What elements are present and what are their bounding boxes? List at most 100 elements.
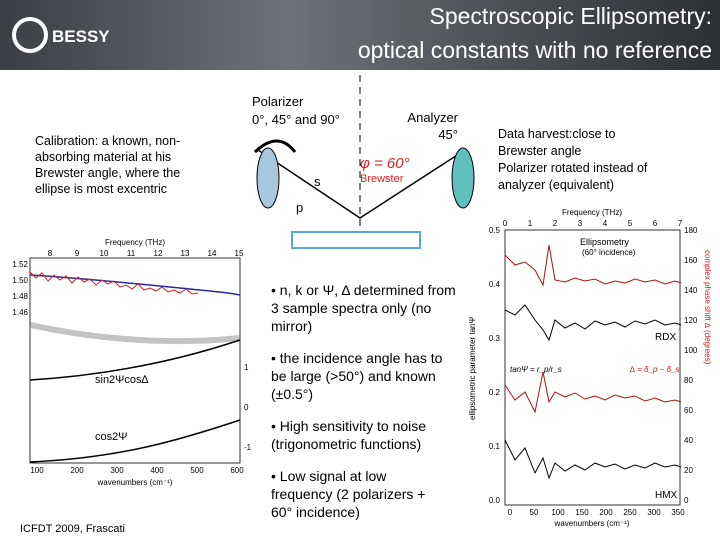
tick-label: 0 <box>503 219 508 228</box>
rotation-arrow <box>253 139 297 154</box>
sample-label: RDX <box>655 332 676 343</box>
curve <box>504 244 682 287</box>
tick-label: 80 <box>684 376 693 385</box>
tick-label: 2 <box>553 219 558 228</box>
logo-icon <box>12 17 48 53</box>
tick-label: 600 <box>230 466 244 475</box>
tick-label: 60 <box>684 406 693 415</box>
formula: ∆ = δ_p − δ_s <box>630 365 679 374</box>
bullet-line: • High sensitivity to noise <box>271 418 426 434</box>
paragraph-line: Brewster angle, where the <box>35 166 180 180</box>
curve-label: sin2Ψcos∆ <box>95 374 148 386</box>
tick-label: 14 <box>208 249 217 258</box>
bullet-line: • Low signal at low <box>271 468 387 484</box>
formula: tanΨ = r_p/r_s <box>510 365 562 374</box>
header-band <box>0 0 720 70</box>
axis-title: ellipsometric parameter tanΨ <box>468 317 477 420</box>
tick-label: 1.52 <box>12 260 28 269</box>
footer: ICFDT 2009, Frascati <box>20 523 125 535</box>
tick-label: 1 <box>244 363 249 372</box>
label: Brewster <box>360 173 404 185</box>
tick-label: 13 <box>181 249 190 258</box>
analyzer <box>451 147 475 209</box>
tick-label: 1.46 <box>12 308 28 317</box>
tick-label: 300 <box>110 466 124 475</box>
tick-label: 5 <box>628 219 633 228</box>
tick-label: -1 <box>244 443 252 452</box>
title: Spectroscopic Ellipsometry: <box>430 3 713 29</box>
curve <box>504 371 682 414</box>
tick-label: 0.5 <box>489 226 501 235</box>
tick-label: 100 <box>684 346 698 355</box>
tick-label: 100 <box>551 508 565 517</box>
tick-label: 150 <box>575 508 589 517</box>
paragraph-line: Brewster angle <box>498 144 581 158</box>
bullet-line: (trigonometric functions) <box>271 436 421 452</box>
bullet-line: 60° incidence) <box>271 504 360 520</box>
curve <box>29 339 241 381</box>
bullet-line: mirror) <box>271 318 312 334</box>
label: p <box>296 200 303 215</box>
plot-frame <box>29 257 241 464</box>
tick-label: 0 <box>684 496 689 505</box>
label: s <box>314 174 321 189</box>
sample-label: HMX <box>655 490 678 501</box>
paragraph-line: Data harvest:close to <box>498 127 615 141</box>
tick-label: 9 <box>75 249 80 258</box>
tick-label: 10 <box>100 249 109 258</box>
label: Analyzer <box>407 110 458 125</box>
tick-label: 120 <box>684 316 698 325</box>
label: 0°, 45° and 90° <box>252 112 340 127</box>
tick-label: 200 <box>599 508 613 517</box>
bullet-line: 3 sample spectra only (no <box>271 300 432 316</box>
curve <box>29 322 241 345</box>
tick-label: 0 <box>244 403 249 412</box>
tick-label: 200 <box>70 466 84 475</box>
bullet-line: be large (>50°) and known <box>271 368 436 384</box>
tick-label: 50 <box>530 508 539 517</box>
tick-label: 0 <box>508 508 513 517</box>
label: Polarizer <box>252 94 304 109</box>
paragraph-line: analyzer (equivalent) <box>498 178 614 192</box>
tick-label: 0.4 <box>489 280 501 289</box>
bullet-line: frequency (2 polarizers + <box>271 486 425 502</box>
curve <box>504 304 682 342</box>
tick-label: 1 <box>528 219 533 228</box>
plot-title: (60° incidence) <box>582 248 636 257</box>
curve <box>29 271 199 295</box>
label: 45° <box>438 127 458 142</box>
bullet-line: • the incidence angle has to <box>271 350 443 366</box>
paragraph-line: ellipse is most excentric <box>35 182 167 196</box>
paragraph-line: Polarizer rotated instead of <box>498 161 648 175</box>
curve <box>29 274 241 296</box>
plot-title: Ellipsometry <box>580 237 630 247</box>
tick-label: 8 <box>48 249 53 258</box>
tick-label: 40 <box>684 436 693 445</box>
title: optical constants with no reference <box>358 37 712 63</box>
tick-label: 160 <box>684 256 698 265</box>
sample <box>291 231 421 249</box>
tick-label: 1.48 <box>12 292 28 301</box>
tick-label: 3 <box>578 219 583 228</box>
bullet-line: • n, k or Ψ, Δ determined from <box>271 282 456 298</box>
tick-label: 0.3 <box>489 334 501 343</box>
tick-label: 350 <box>671 508 685 517</box>
tick-label: 20 <box>684 466 693 475</box>
tick-label: 500 <box>190 466 204 475</box>
tick-label: 180 <box>684 226 698 235</box>
tick-label: 11 <box>127 249 136 258</box>
plot-right <box>504 229 682 506</box>
plot-frame <box>504 229 681 506</box>
tick-label: 0.2 <box>489 388 501 397</box>
logo: BESSY <box>52 27 110 46</box>
paragraph-line: Calibration: a known, non- <box>35 134 180 148</box>
bullet-line: (±0.5°) <box>271 386 313 402</box>
tick-label: 400 <box>150 466 164 475</box>
tick-label: 0.0 <box>489 496 501 505</box>
paragraph-line: absorbing material at his <box>35 150 171 164</box>
curve <box>504 439 682 480</box>
axis-title: Frequency (THz) <box>105 238 165 247</box>
tick-label: 7 <box>678 219 683 228</box>
tick-label: 100 <box>30 466 44 475</box>
